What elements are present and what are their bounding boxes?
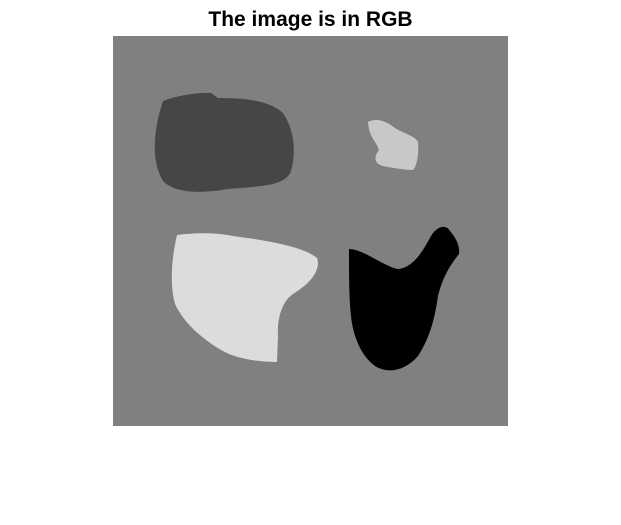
light-gray-small-blob [368, 120, 419, 170]
image-canvas [113, 36, 508, 426]
very-light-gray-blob [171, 233, 318, 362]
black-blob [349, 226, 460, 371]
dark-gray-blob [154, 92, 294, 192]
figure-title: The image is in RGB [208, 8, 413, 31]
image-axes [113, 36, 508, 426]
